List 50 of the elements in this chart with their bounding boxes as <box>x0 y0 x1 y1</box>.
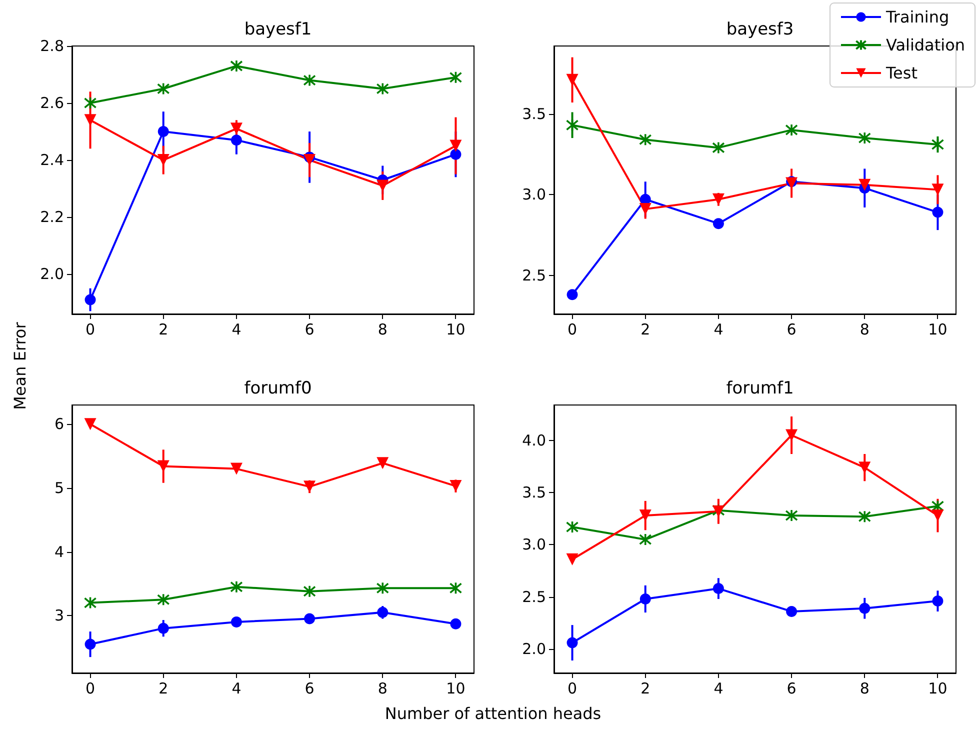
x-tick-label: 6 <box>786 680 796 698</box>
y-tick-label: 2.0 <box>40 265 64 284</box>
y-tick-label: 4 <box>54 542 64 561</box>
y-tick-label: 2.0 <box>522 640 546 658</box>
y-tick-label: 3.0 <box>522 186 546 204</box>
x-tick-label: 10 <box>928 680 948 698</box>
x-tick-label: 4 <box>232 680 242 698</box>
x-tick-label: 0 <box>568 680 578 698</box>
x-tick-label: 2 <box>158 320 168 338</box>
y-tick-label: 2.2 <box>40 208 64 226</box>
chart-title: bayesf3 <box>726 20 794 40</box>
x-tick-label: 8 <box>860 320 870 338</box>
y-tick-label: 2.5 <box>522 266 546 284</box>
y-tick-label: 2.6 <box>40 94 64 112</box>
x-tick-label: 8 <box>378 320 388 338</box>
y-tick-label: 2.8 <box>40 37 64 55</box>
y-tick-label: 5 <box>54 478 64 497</box>
y-tick-label: 3 <box>54 606 64 625</box>
y-tick-label: 3.5 <box>522 104 546 123</box>
x-tick-label: 4 <box>232 320 242 338</box>
x-axis-title: Number of attention heads <box>384 704 602 723</box>
y-tick-label: 6 <box>54 415 64 434</box>
legend-label: Validation <box>886 36 966 54</box>
x-tick-label: 6 <box>786 320 796 338</box>
x-tick-label: 0 <box>568 320 578 338</box>
x-tick-label: 2 <box>640 680 650 698</box>
x-tick-label: 0 <box>86 320 96 338</box>
legend-label: Test <box>884 64 918 82</box>
x-tick-label: 8 <box>378 680 388 698</box>
y-tick-label: 3.0 <box>522 536 546 554</box>
chart-title: bayesf1 <box>244 20 312 40</box>
y-tick-label: 2.5 <box>522 588 546 606</box>
y-tick-label: 4.0 <box>522 431 546 450</box>
chart-title: forumf0 <box>244 378 312 398</box>
chart-title: forumf1 <box>726 378 794 398</box>
legend-label: Training <box>884 8 950 26</box>
x-tick-label: 4 <box>714 320 724 338</box>
x-tick-label: 0 <box>86 680 96 698</box>
x-tick-label: 10 <box>446 680 466 698</box>
x-tick-label: 8 <box>860 680 870 698</box>
y-axis-title: Mean Error <box>10 322 30 410</box>
x-tick-label: 10 <box>928 320 948 338</box>
x-tick-label: 10 <box>446 320 466 338</box>
y-tick-label: 2.4 <box>40 151 64 170</box>
x-tick-label: 6 <box>304 680 314 698</box>
x-tick-label: 4 <box>714 680 724 698</box>
x-tick-label: 2 <box>640 320 650 338</box>
y-tick-label: 3.5 <box>522 484 546 502</box>
x-tick-label: 2 <box>158 680 168 698</box>
x-tick-label: 6 <box>304 320 314 338</box>
